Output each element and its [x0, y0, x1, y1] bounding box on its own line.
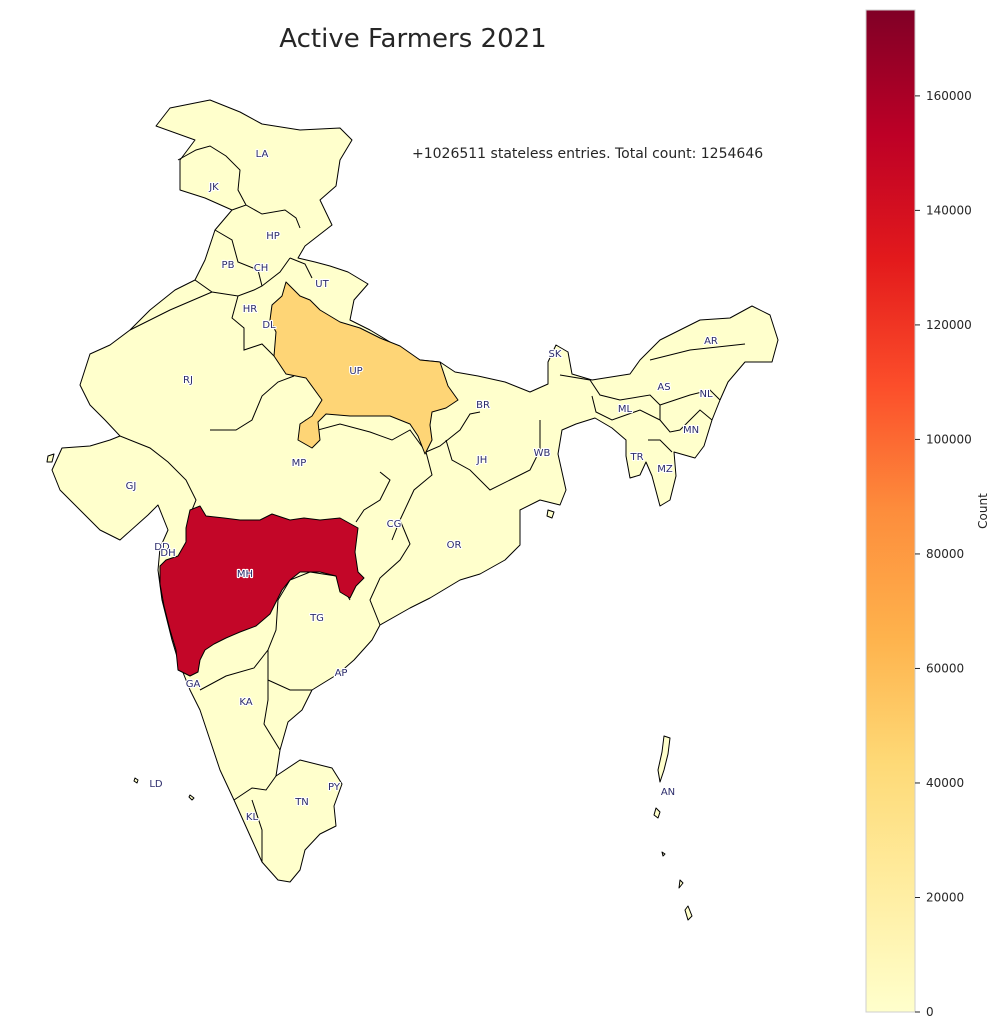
state-labels: LA JK HP PB CH UT HR DL RJ UP GJ MP BR J… — [125, 148, 719, 824]
colorbar-gradient — [865, 9, 916, 1013]
map-base — [51, 99, 779, 883]
label-cg: CG — [387, 519, 402, 530]
label-hr: HR — [243, 304, 258, 315]
label-br: BR — [476, 400, 490, 411]
label-tr: TR — [629, 452, 643, 463]
label-ut: UT — [315, 279, 329, 290]
label-gj: GJ — [126, 481, 137, 492]
colorbar-tick-label: 140000 — [926, 203, 972, 217]
label-sk: SK — [549, 349, 562, 360]
label-tn: TN — [294, 797, 309, 808]
label-ka: KA — [239, 697, 252, 708]
label-kl: KL — [246, 812, 259, 823]
label-ch: CH — [254, 263, 269, 274]
label-dl: DL — [262, 320, 276, 331]
colorbar-tick-label: 40000 — [926, 776, 964, 790]
label-py: PY — [328, 782, 341, 793]
label-rj: RJ — [183, 375, 193, 386]
label-up: UP — [349, 366, 362, 377]
label-hp: HP — [266, 231, 280, 242]
state-mh — [159, 505, 365, 677]
label-mp: MP — [292, 458, 307, 469]
label-an: AN — [661, 787, 675, 798]
label-dd: DD — [154, 542, 170, 553]
label-nl: NL — [699, 389, 712, 400]
island-wb — [546, 509, 555, 519]
colorbar-tick-label: 100000 — [926, 432, 972, 446]
label-mz: MZ — [657, 464, 673, 475]
label-mn: MN — [683, 425, 699, 436]
colorbar-tick-label: 60000 — [926, 661, 964, 675]
label-jk: JK — [208, 182, 219, 193]
colorbar-tick-label: 160000 — [926, 89, 972, 103]
colorbar-tick-label: 80000 — [926, 547, 964, 561]
colorbar-tick-label: 20000 — [926, 890, 964, 904]
label-ml: ML — [618, 404, 633, 415]
label-mh: MH — [237, 569, 253, 580]
colorbar: 0 20000 40000 60000 80000 100000 120000 140000 1… — [865, 9, 990, 1019]
label-tg: TG — [309, 613, 324, 624]
label-wb: WB — [534, 448, 551, 459]
island-an-4 — [678, 879, 684, 889]
colorbar-tick-label: 120000 — [926, 318, 972, 332]
island-an-2 — [653, 807, 661, 819]
map-title: Active Farmers 2021 — [279, 24, 547, 54]
island-gj — [46, 453, 55, 463]
label-ar: AR — [704, 336, 718, 347]
label-dh: DH — [160, 548, 175, 559]
colorbar-label: Count — [976, 493, 990, 529]
label-ld: LD — [149, 779, 163, 790]
colorbar-tick-label: 0 — [926, 1005, 934, 1019]
island-ld — [133, 777, 139, 784]
label-pb: PB — [222, 260, 235, 271]
colorbar-ticks: 0 20000 40000 60000 80000 100000 120000 140000 1… — [915, 89, 972, 1019]
label-as: AS — [657, 382, 670, 393]
island-an-3 — [661, 851, 666, 857]
island-an-5 — [684, 905, 693, 921]
stateless-note: +1026511 stateless entries. Total count:… — [412, 146, 764, 162]
label-or: OR — [447, 540, 462, 551]
label-ga: GA — [186, 679, 201, 690]
island-ld-2 — [188, 794, 195, 801]
label-jh: JH — [476, 455, 487, 466]
label-ap: AP — [335, 668, 348, 679]
state-up — [269, 281, 459, 455]
island-an-1 — [657, 735, 671, 783]
label-la: LA — [256, 149, 269, 160]
